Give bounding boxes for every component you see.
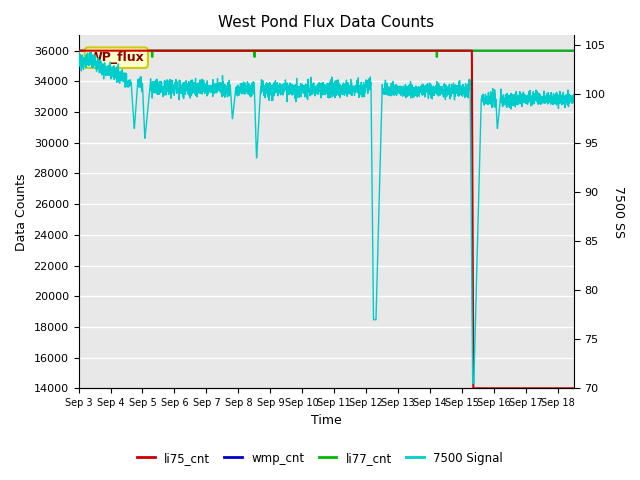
Y-axis label: Data Counts: Data Counts — [15, 173, 28, 251]
Title: West Pond Flux Data Counts: West Pond Flux Data Counts — [218, 15, 435, 30]
Legend: li75_cnt, wmp_cnt, li77_cnt, 7500 Signal: li75_cnt, wmp_cnt, li77_cnt, 7500 Signal — [132, 447, 508, 469]
Y-axis label: 7500 SS: 7500 SS — [612, 186, 625, 238]
Text: WP_flux: WP_flux — [88, 51, 144, 64]
X-axis label: Time: Time — [311, 414, 342, 427]
